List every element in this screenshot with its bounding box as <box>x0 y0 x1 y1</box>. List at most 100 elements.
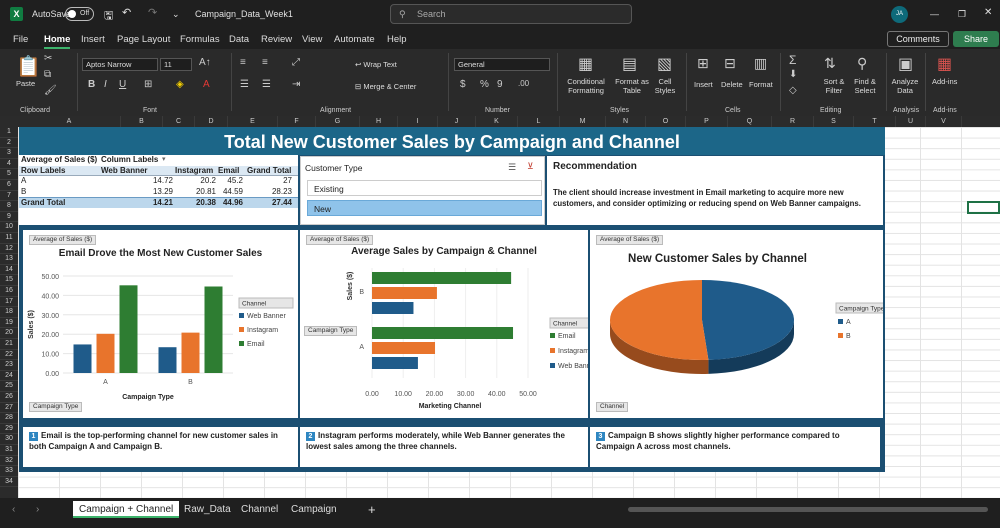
menu-review[interactable]: Review <box>261 34 293 45</box>
pivot-table[interactable]: Average of Sales ($) Column Labels ▾ Row… <box>19 155 298 225</box>
menu-view[interactable]: View <box>302 34 323 45</box>
menu-automate[interactable]: Automate <box>334 34 375 45</box>
column-header[interactable]: T <box>854 116 896 127</box>
scroll-right-icon[interactable]: › <box>36 504 40 515</box>
column-header[interactable]: G <box>316 116 360 127</box>
row-header[interactable]: 20 <box>0 328 18 339</box>
document-title[interactable]: Campaign_Data_Week1 <box>195 9 293 19</box>
scroll-left-icon[interactable]: ‹ <box>12 504 16 515</box>
column-header[interactable]: R <box>772 116 814 127</box>
row-header[interactable]: 9 <box>0 212 18 223</box>
fill-color-icon[interactable]: ◈ <box>176 79 184 90</box>
indent-icon[interactable]: ⇥ <box>292 79 301 90</box>
borders-icon[interactable]: ⊞ <box>144 79 153 90</box>
column-header[interactable]: A <box>18 116 121 127</box>
row-header[interactable]: 22 <box>0 350 18 361</box>
sheet-tab-raw-data[interactable]: Raw_Data <box>184 504 231 515</box>
add-sheet-icon[interactable]: + <box>368 502 376 517</box>
slicer-item-existing[interactable]: Existing <box>307 180 542 196</box>
column-header[interactable]: P <box>686 116 728 127</box>
avatar[interactable]: JA <box>891 6 908 23</box>
row-header[interactable]: 7 <box>0 191 18 202</box>
clear-icon[interactable]: ◇ <box>789 85 797 96</box>
row-header[interactable]: 15 <box>0 275 18 286</box>
row-header[interactable]: 10 <box>0 222 18 233</box>
horizontal-scrollbar[interactable] <box>628 507 988 512</box>
autosave-toggle[interactable]: Off <box>65 7 94 21</box>
undo-icon[interactable]: ↶ <box>122 7 132 19</box>
search-box[interactable]: ⚲ Search <box>390 4 632 24</box>
grow-font-icon[interactable]: A↑ <box>199 57 211 68</box>
font-name-select[interactable]: Aptos Narrow <box>82 58 158 71</box>
comma-icon[interactable]: 9 <box>497 79 503 90</box>
column-header[interactable]: M <box>560 116 606 127</box>
row-header[interactable]: 5 <box>0 169 18 180</box>
comments-button[interactable]: Comments <box>887 31 949 47</box>
menu-file[interactable]: File <box>13 34 29 45</box>
row-header[interactable]: 32 <box>0 456 18 467</box>
column-header[interactable]: N <box>606 116 646 127</box>
column-header[interactable]: B <box>121 116 163 127</box>
autosum-icon[interactable]: Σ <box>789 53 797 67</box>
row-header[interactable]: 23 <box>0 360 18 371</box>
merge-center-button[interactable]: ⊟ Merge & Center <box>355 82 417 91</box>
find-select-button[interactable]: Find & Select <box>854 77 876 95</box>
align-top-icon[interactable]: ≡ <box>240 57 246 68</box>
font-size-select[interactable]: 11 <box>160 58 192 71</box>
row-header[interactable]: 27 <box>0 403 18 414</box>
chart-field-button[interactable]: Average of Sales ($) <box>29 235 97 245</box>
align-center-icon[interactable]: ☰ <box>262 79 271 90</box>
insert-cells-icon[interactable]: ⊞ <box>697 55 709 71</box>
slicer-item-new[interactable]: New <box>307 200 542 216</box>
column-header[interactable]: U <box>896 116 926 127</box>
row-header[interactable]: 13 <box>0 254 18 265</box>
column-header[interactable]: H <box>360 116 398 127</box>
row-header[interactable]: 11 <box>0 233 18 244</box>
sort-filter-button[interactable]: Sort & Filter <box>823 77 845 95</box>
format-cells-icon[interactable]: ▥ <box>754 55 768 71</box>
column-header[interactable]: C <box>163 116 195 127</box>
close-icon[interactable]: ✕ <box>984 7 993 18</box>
row-header[interactable]: 25 <box>0 381 18 392</box>
addins-icon[interactable]: ▦ <box>937 56 953 73</box>
row-header[interactable]: 33 <box>0 466 18 477</box>
row-header[interactable]: 16 <box>0 286 18 297</box>
filter-dropdown-icon[interactable]: ▾ <box>162 156 166 163</box>
sheet-tab-campaign-channel[interactable]: Campaign + Channel <box>73 501 180 518</box>
conditional-formatting-button[interactable]: Conditional Formatting <box>567 77 605 95</box>
italic-icon[interactable]: I <box>104 79 107 90</box>
row-header[interactable]: 19 <box>0 318 18 329</box>
align-middle-icon[interactable]: ≡ <box>262 57 268 68</box>
row-header[interactable]: 14 <box>0 265 18 276</box>
orientation-icon[interactable]: ⤢ <box>292 57 300 68</box>
customer-type-slicer[interactable]: Customer Type ☰ ⊻ Existing New <box>300 156 545 225</box>
minimize-icon[interactable]: — <box>930 9 939 19</box>
row-header[interactable]: 18 <box>0 307 18 318</box>
sheet-tab-campaign[interactable]: Campaign <box>291 504 337 515</box>
number-format-select[interactable]: General <box>454 58 550 71</box>
row-header[interactable]: 24 <box>0 371 18 382</box>
row-header[interactable]: 28 <box>0 413 18 424</box>
column-header[interactable]: F <box>278 116 316 127</box>
menu-data[interactable]: Data <box>229 34 250 45</box>
save-icon[interactable]: 🖫 <box>104 10 114 22</box>
format-painter-icon[interactable]: 🖌 <box>44 85 57 96</box>
row-header[interactable]: 3 <box>0 148 18 159</box>
column-header[interactable]: S <box>814 116 854 127</box>
addins-button[interactable]: Add-ins <box>932 77 958 86</box>
increase-decimal-icon[interactable]: .00 <box>518 79 530 88</box>
sheet-tab-channel[interactable]: Channel <box>241 504 279 515</box>
align-left-icon[interactable]: ☰ <box>240 79 249 90</box>
pivot-column-labels[interactable]: Column Labels <box>101 155 159 164</box>
pivot-row-labels[interactable]: Row Labels <box>21 165 66 175</box>
customize-toolbar-icon[interactable]: ⌄ <box>172 9 180 19</box>
find-select-icon[interactable]: ⚲ <box>857 55 868 71</box>
row-header[interactable]: 4 <box>0 159 18 170</box>
row-header[interactable]: 30 <box>0 434 18 445</box>
row-header[interactable]: 21 <box>0 339 18 350</box>
column-header[interactable]: J <box>438 116 476 127</box>
row-header[interactable]: 12 <box>0 244 18 255</box>
active-cell[interactable] <box>967 201 1000 214</box>
row-header[interactable]: 6 <box>0 180 18 191</box>
cell-styles-button[interactable]: Cell Styles <box>654 77 676 95</box>
